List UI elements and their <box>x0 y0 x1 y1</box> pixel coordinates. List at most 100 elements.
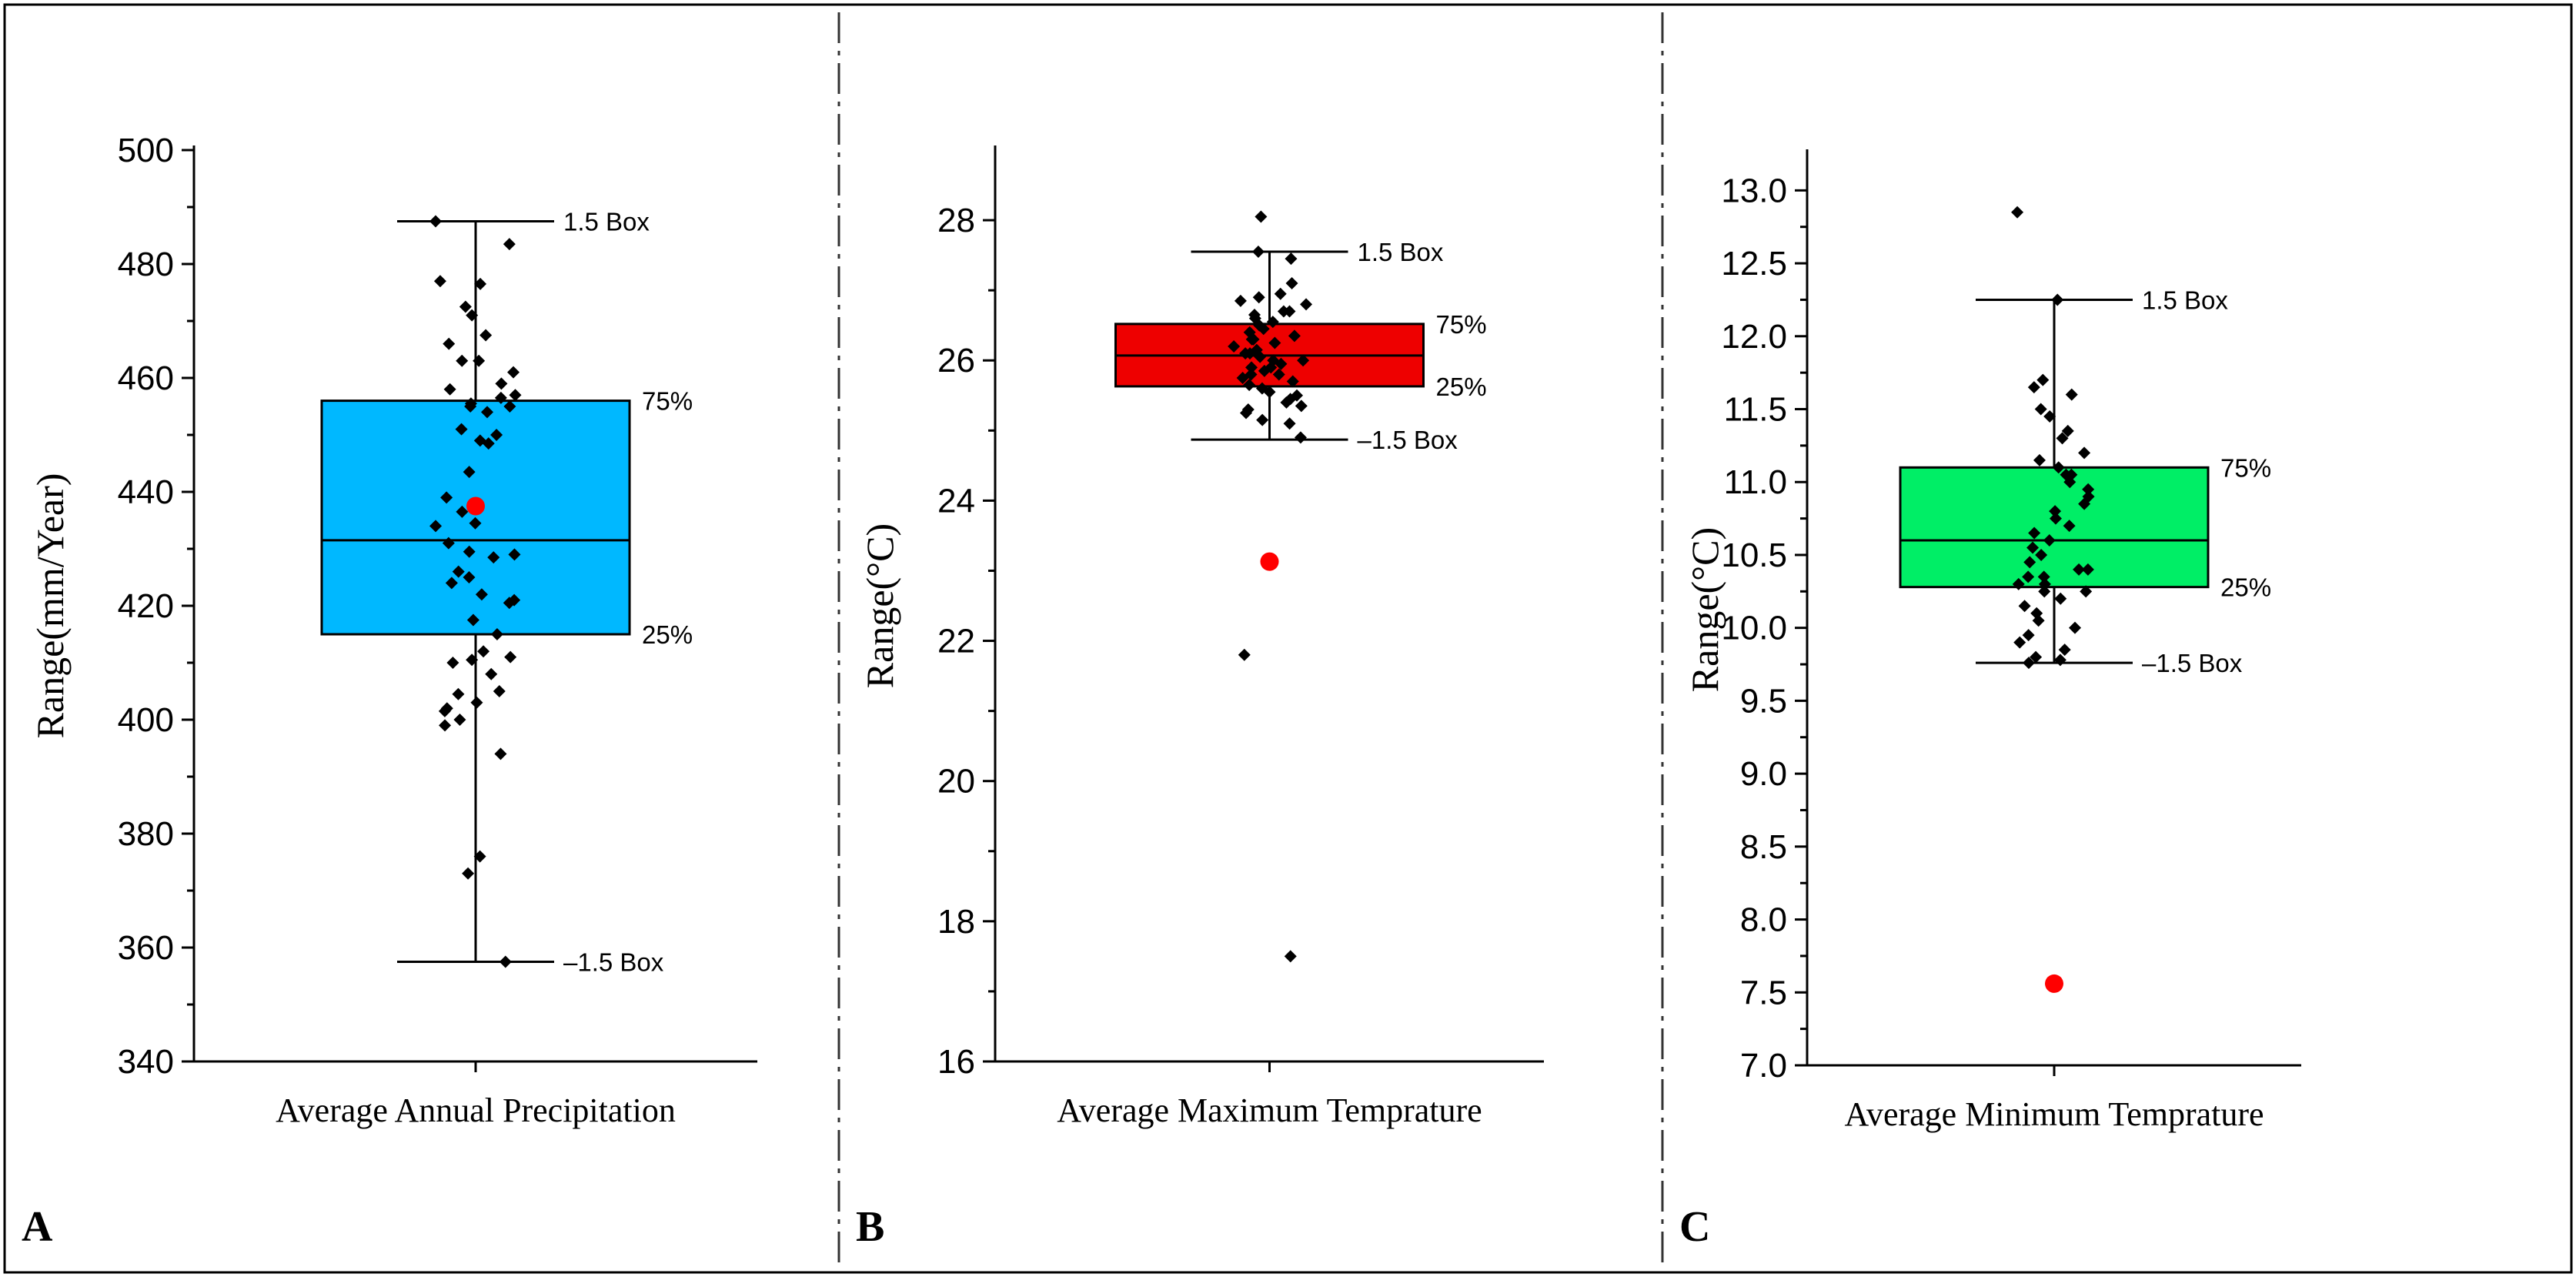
label-whisker-low: –1.5 Box <box>2142 649 2243 677</box>
y-tick-label: 28 <box>937 202 975 239</box>
data-point <box>503 238 516 251</box>
data-point <box>2011 206 2024 219</box>
y-tick-label: 8.5 <box>1740 828 1787 866</box>
data-point <box>2049 512 2062 525</box>
data-point <box>1283 305 1296 318</box>
data-point <box>466 613 479 627</box>
data-point <box>499 955 512 968</box>
data-point <box>2080 585 2093 598</box>
data-point <box>2052 461 2065 474</box>
data-point <box>456 505 469 518</box>
panels: 340 360 380 400 420 440 460 480 500 Range(mm/Year… <box>22 132 2301 1251</box>
y-tick-label: 7.5 <box>1740 974 1787 1011</box>
data-point <box>453 714 466 726</box>
data-point <box>2058 644 2071 657</box>
data-point <box>1245 361 1258 374</box>
data-point <box>1243 379 1256 392</box>
data-point <box>494 747 507 761</box>
iqr-box <box>1899 466 2210 589</box>
panel-b: 16 18 20 22 24 26 28 Range(°C) Average Maximum T… <box>856 145 1544 1251</box>
y-tick-label: 340 <box>118 1043 174 1081</box>
data-point <box>504 650 517 664</box>
data-point <box>455 423 468 436</box>
y-tick-label: 480 <box>118 246 174 283</box>
y-tick-label: 420 <box>118 587 174 625</box>
data-point <box>1268 336 1281 349</box>
data-point <box>439 719 452 732</box>
label-q1: 25% <box>642 620 693 649</box>
data-point <box>1284 950 1297 963</box>
data-point <box>1256 413 1269 426</box>
label-whisker-low: –1.5 Box <box>1358 426 1458 454</box>
data-point <box>490 628 503 640</box>
data-point <box>2038 585 2051 598</box>
data-point <box>462 867 475 880</box>
y-tick-label: 20 <box>937 763 975 801</box>
data-point <box>2038 577 2051 590</box>
label-whisker-high: 1.5 Box <box>1358 238 1444 266</box>
data-point <box>1283 417 1296 430</box>
data-point <box>1234 294 1247 307</box>
label-q3: 75% <box>642 387 693 416</box>
data-point <box>509 389 522 402</box>
y-tick-label: 12.0 <box>1721 318 1787 356</box>
y-tick-label: 18 <box>937 903 975 941</box>
data-point <box>2068 621 2081 634</box>
data-point <box>2051 293 2064 306</box>
data-point <box>469 516 482 530</box>
data-point <box>1258 364 1271 377</box>
data-point <box>475 588 488 601</box>
y-tick-label: 13.0 <box>1721 172 1787 209</box>
data-point <box>1263 386 1276 399</box>
data-point <box>452 687 465 700</box>
data-point <box>429 520 443 533</box>
data-point <box>1228 340 1241 353</box>
panel-letter: B <box>856 1203 884 1251</box>
data-point <box>503 597 516 610</box>
data-point <box>1255 382 1268 395</box>
data-point <box>2022 657 2035 670</box>
data-point <box>473 850 486 863</box>
y-tick-label: 360 <box>118 929 174 967</box>
data-point <box>508 548 521 561</box>
data-point <box>466 309 479 322</box>
data-point <box>466 654 479 667</box>
y-tick-label: 16 <box>937 1043 975 1081</box>
data-point <box>1238 648 1251 661</box>
data-point <box>493 685 506 697</box>
data-point <box>1285 277 1298 290</box>
data-point <box>2012 577 2025 590</box>
data-point <box>2022 629 2035 642</box>
x-axis-title: Average Minimum Temprature <box>1844 1095 2264 1133</box>
data-point <box>438 704 451 717</box>
data-point <box>2043 534 2056 547</box>
data-point <box>1295 399 1308 413</box>
data-point <box>2043 410 2056 423</box>
data-point <box>1239 347 1252 360</box>
data-point <box>2063 520 2076 533</box>
data-point <box>1266 316 1279 329</box>
data-point <box>2027 381 2040 394</box>
y-tick-label: 500 <box>118 132 174 169</box>
data-point <box>463 466 476 479</box>
y-tick-label: 7.0 <box>1740 1047 1787 1085</box>
data-point <box>2037 570 2050 583</box>
data-point <box>1275 357 1288 370</box>
data-point <box>485 667 498 680</box>
data-point <box>459 300 472 313</box>
y-tick-label: 380 <box>118 815 174 853</box>
data-point <box>1239 406 1252 420</box>
label-q1: 25% <box>1436 373 1487 401</box>
data-point <box>1280 396 1293 409</box>
label-q1: 25% <box>2220 573 2271 602</box>
data-point <box>2082 483 2095 496</box>
label-whisker-low: –1.5 Box <box>563 948 664 977</box>
data-point <box>1274 287 1287 300</box>
label-whisker-high: 1.5 Box <box>2142 286 2228 314</box>
y-tick-label: 26 <box>937 342 975 379</box>
panel-letter: A <box>22 1203 53 1251</box>
data-point <box>1300 298 1313 311</box>
data-point <box>503 400 516 413</box>
data-point <box>482 437 495 450</box>
y-tick-label: 440 <box>118 473 174 511</box>
